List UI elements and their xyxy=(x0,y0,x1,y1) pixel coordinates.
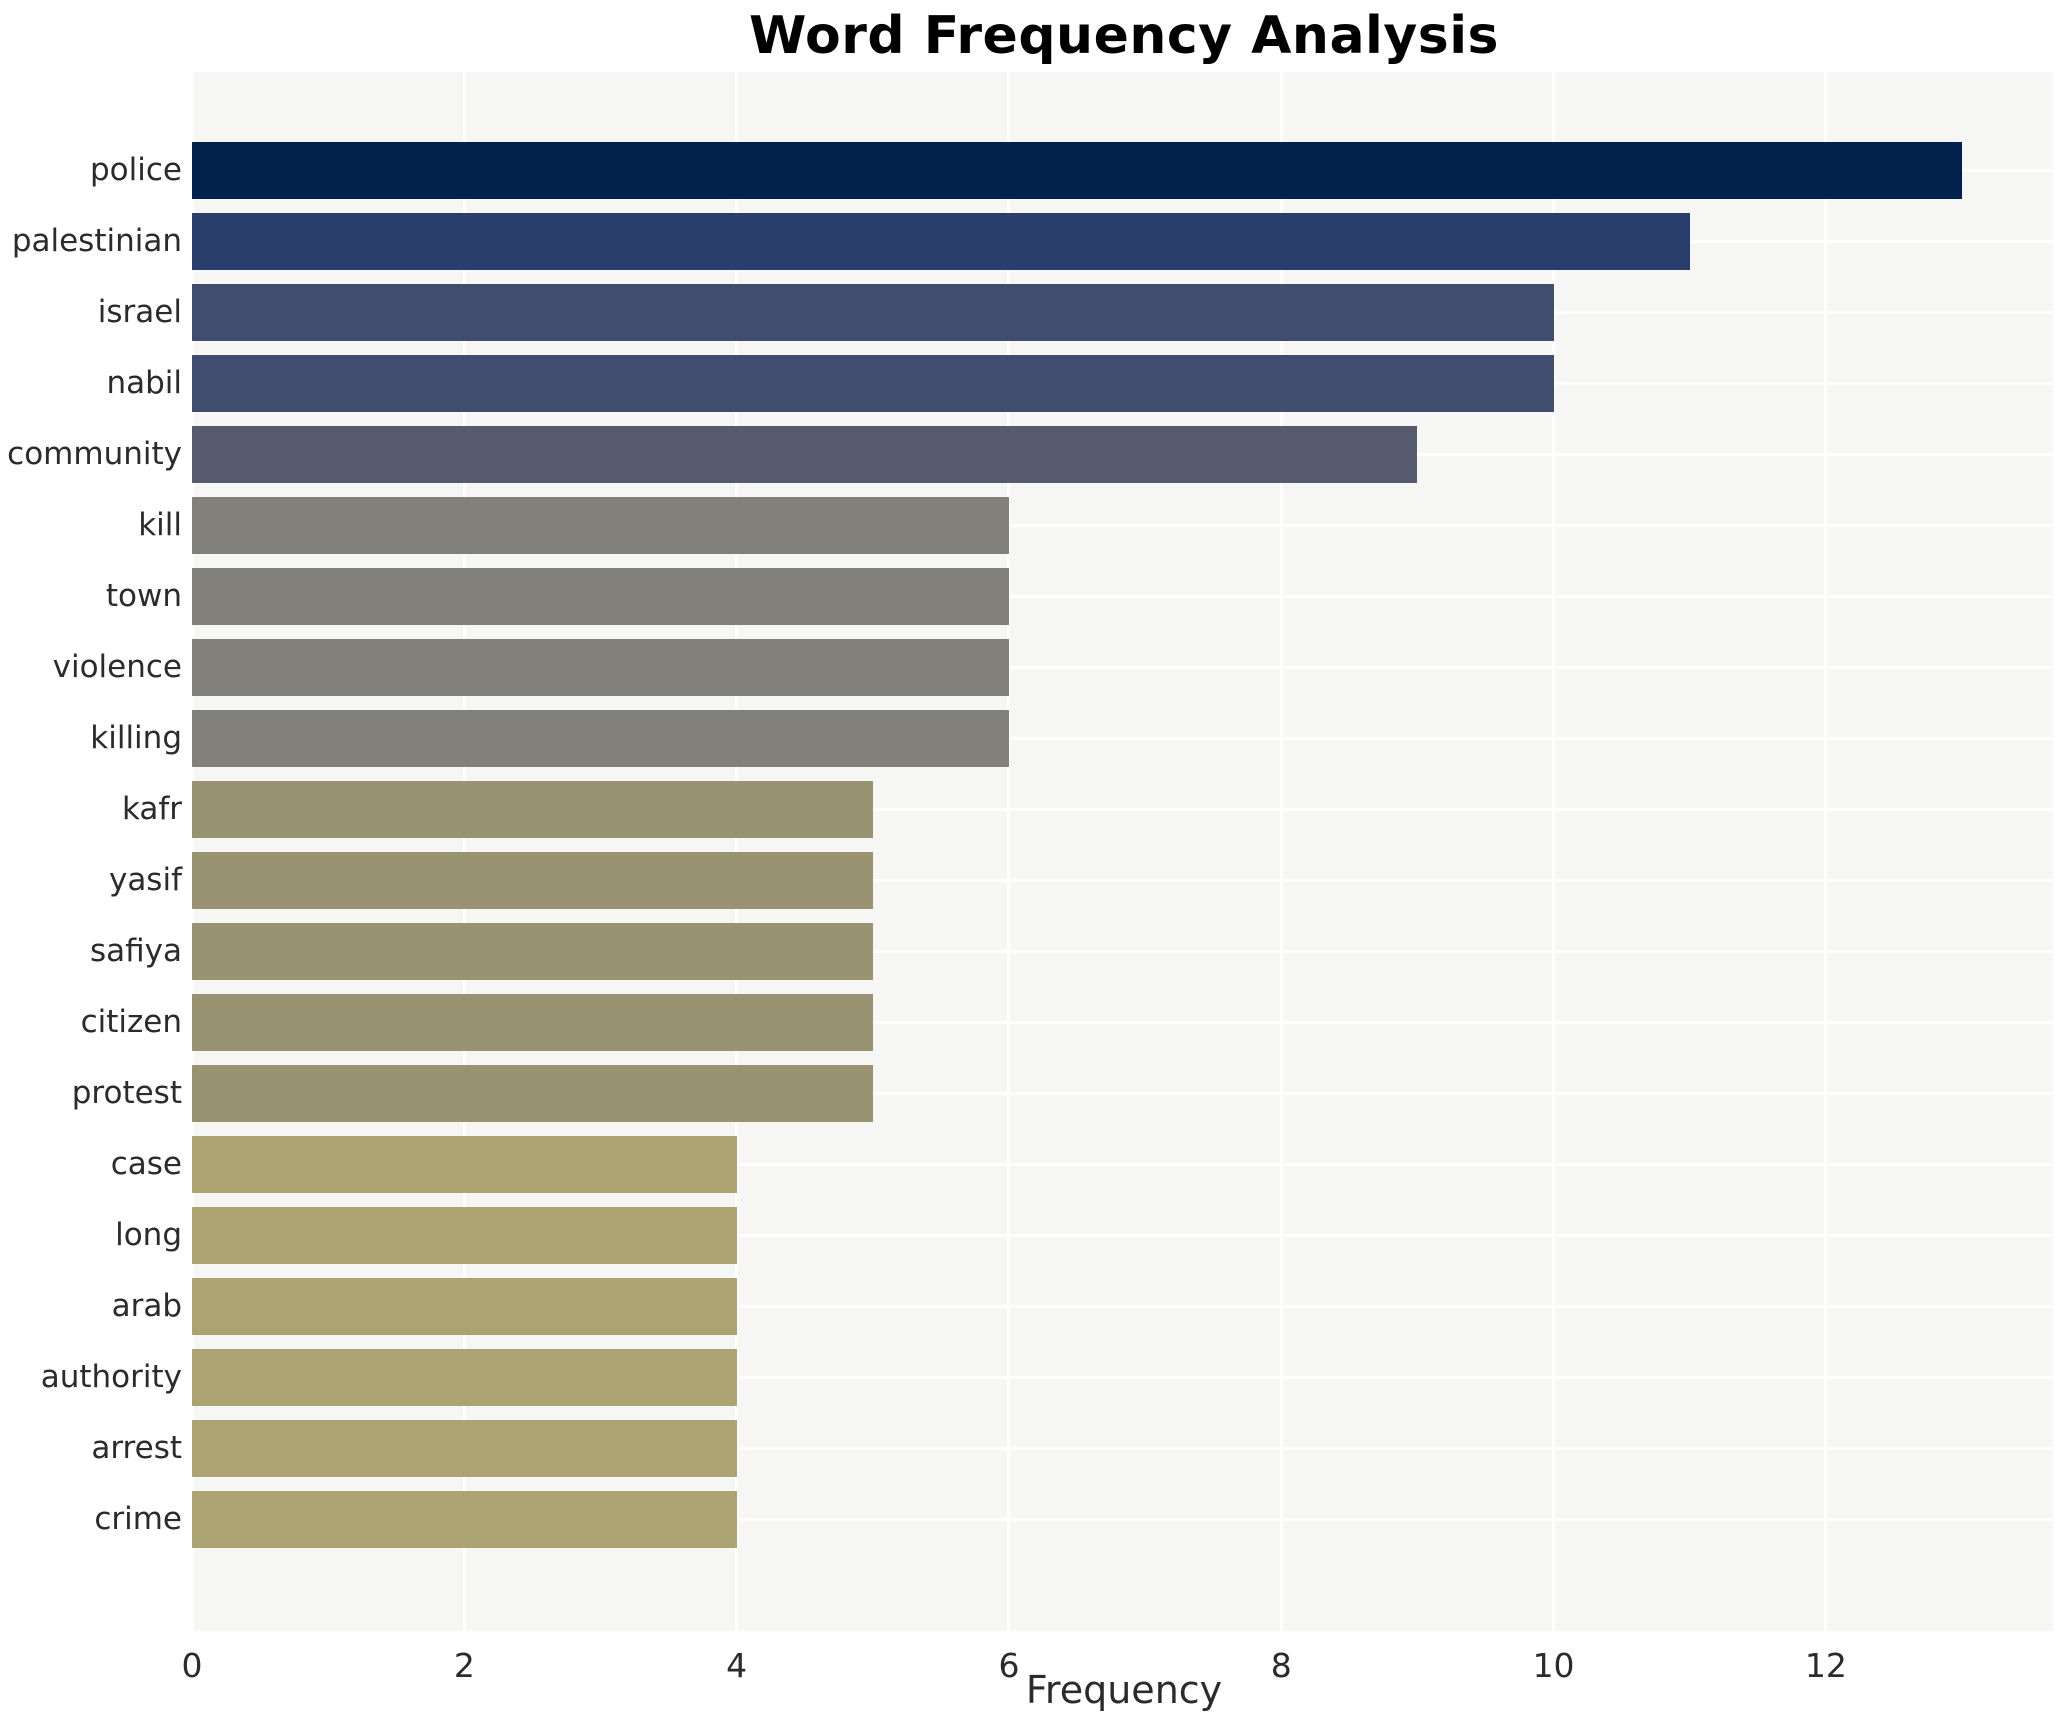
bar-palestinian xyxy=(192,212,1690,270)
y-gridline-town xyxy=(192,594,2056,598)
bar-arab xyxy=(192,1277,737,1335)
y-gridline-arrest xyxy=(192,1446,2056,1450)
x-tick-label-8: 8 xyxy=(1270,1646,1292,1685)
y-gridline-arab xyxy=(192,1304,2056,1308)
y-gridline-crime xyxy=(192,1517,2056,1521)
x-axis-title: Frequency xyxy=(1025,1668,1223,1712)
bar-town xyxy=(192,567,1009,625)
y-tick-label-safiya: safiya xyxy=(89,933,182,969)
x-gridline-6 xyxy=(1007,72,1011,1631)
bar-protest xyxy=(192,1064,873,1122)
bar-community xyxy=(192,425,1418,483)
y-tick-label-violence: violence xyxy=(52,649,182,685)
y-gridline-citizen xyxy=(192,1020,2056,1024)
y-tick-label-arrest: arrest xyxy=(91,1430,182,1466)
y-gridline-yasif xyxy=(192,878,2056,882)
y-gridline-authority xyxy=(192,1375,2056,1379)
x-tick-label-2: 2 xyxy=(453,1646,475,1685)
y-tick-label-yasif: yasif xyxy=(108,862,182,898)
bar-long xyxy=(192,1206,737,1264)
y-tick-label-palestinian: palestinian xyxy=(11,223,182,259)
x-tick-label-6: 6 xyxy=(998,1646,1020,1685)
y-tick-label-citizen: citizen xyxy=(80,1004,182,1040)
x-tick-label-12: 12 xyxy=(1804,1646,1847,1685)
y-tick-label-nabil: nabil xyxy=(106,365,182,401)
y-tick-label-community: community xyxy=(7,436,182,472)
y-tick-label-police: police xyxy=(90,152,182,188)
y-tick-label-protest: protest xyxy=(71,1075,182,1111)
bar-crime xyxy=(192,1490,737,1548)
bar-police xyxy=(192,141,1963,199)
y-gridline-long xyxy=(192,1233,2056,1237)
plot-right-edge xyxy=(2053,72,2056,1631)
y-tick-label-case: case xyxy=(110,1146,182,1182)
x-gridline-8 xyxy=(1279,72,1283,1631)
chart-title: Word Frequency Analysis xyxy=(749,6,1499,66)
y-tick-label-authority: authority xyxy=(40,1359,182,1395)
y-tick-label-arab: arab xyxy=(111,1288,182,1324)
x-tick-label-10: 10 xyxy=(1532,1646,1575,1685)
y-tick-label-town: town xyxy=(105,578,182,614)
bar-yasif xyxy=(192,851,873,909)
y-gridline-kafr xyxy=(192,807,2056,811)
bar-citizen xyxy=(192,993,873,1051)
bar-safiya xyxy=(192,922,873,980)
bar-violence xyxy=(192,638,1009,696)
y-tick-label-crime: crime xyxy=(94,1501,182,1537)
x-gridline-12 xyxy=(1824,72,1828,1631)
plot-area xyxy=(190,72,2056,1631)
bar-israel xyxy=(192,283,1554,341)
bar-kill xyxy=(192,496,1009,554)
bar-kafr xyxy=(192,780,873,838)
x-gridline-10 xyxy=(1552,72,1556,1631)
y-gridline-safiya xyxy=(192,949,2056,953)
y-gridline-case xyxy=(192,1162,2056,1166)
y-tick-label-kill: kill xyxy=(138,507,182,543)
y-gridline-kill xyxy=(192,523,2056,527)
y-tick-label-long: long xyxy=(115,1217,182,1253)
bar-nabil xyxy=(192,354,1554,412)
y-tick-label-israel: israel xyxy=(97,294,182,330)
y-gridline-killing xyxy=(192,736,2056,740)
y-tick-label-kafr: kafr xyxy=(121,791,182,827)
bar-arrest xyxy=(192,1419,737,1477)
bar-killing xyxy=(192,709,1009,767)
bar-case xyxy=(192,1135,737,1193)
y-tick-label-killing: killing xyxy=(90,720,182,756)
bar-authority xyxy=(192,1348,737,1406)
x-tick-label-0: 0 xyxy=(181,1646,203,1685)
x-tick-label-4: 4 xyxy=(726,1646,748,1685)
y-gridline-violence xyxy=(192,665,2056,669)
y-gridline-protest xyxy=(192,1091,2056,1095)
